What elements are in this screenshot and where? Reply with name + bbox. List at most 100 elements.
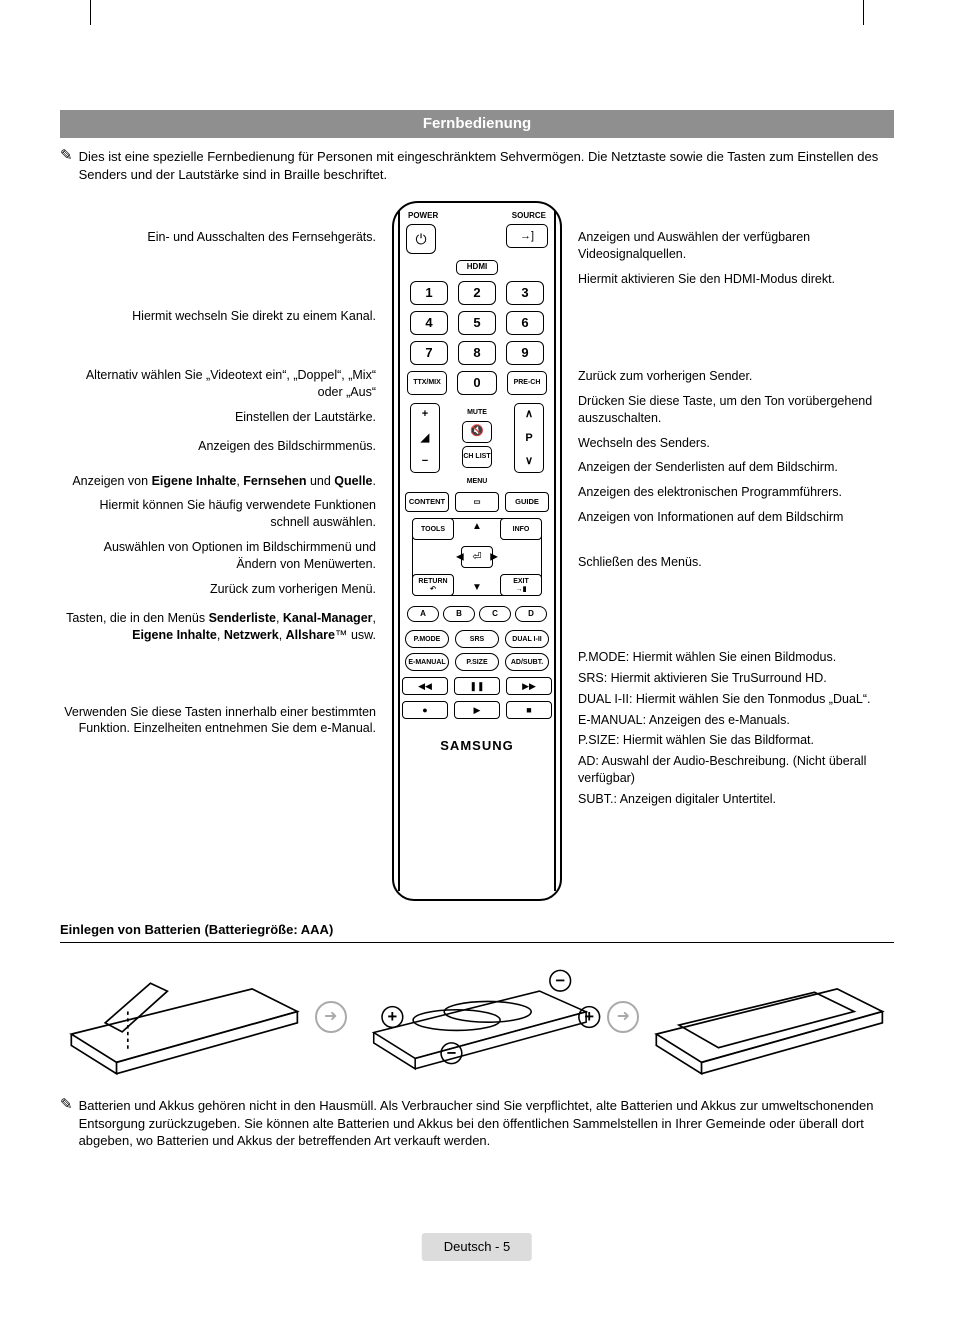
- guide-button[interactable]: GUIDE: [505, 492, 549, 512]
- source-label: SOURCE: [512, 211, 546, 222]
- record-button[interactable]: ●: [402, 701, 448, 719]
- crop-mark: [90, 0, 91, 25]
- exit-button[interactable]: EXIT→▮: [500, 574, 542, 596]
- desc-source: Anzeigen und Auswählen der verfügbaren V…: [578, 229, 894, 263]
- volume-rocker[interactable]: +◢−: [410, 403, 440, 473]
- battery-title: Einlegen von Batterien (Batteriegröße: A…: [60, 921, 894, 943]
- step-arrow-icon: ➜: [607, 1001, 639, 1033]
- hdmi-button[interactable]: HDMI: [456, 260, 498, 275]
- brand-label: SAMSUNG: [400, 737, 554, 755]
- pmode-button[interactable]: P.MODE: [405, 630, 449, 648]
- mode-list: P.MODE: Hiermit wählen Sie einen Bildmod…: [578, 649, 894, 808]
- play-button[interactable]: ▶: [454, 701, 500, 719]
- desc-chlist: Anzeigen der Senderlisten auf dem Bildsc…: [578, 459, 894, 476]
- srs-button[interactable]: SRS: [455, 630, 499, 648]
- tools-button[interactable]: TOOLS: [412, 518, 454, 540]
- battery-step-1: [60, 955, 309, 1079]
- stop-button[interactable]: ■: [506, 701, 552, 719]
- ttx-button[interactable]: TTX/MIX: [407, 371, 447, 395]
- right-descriptions: Anzeigen und Auswählen der verfügbaren V…: [578, 201, 894, 901]
- svg-text:−: −: [555, 971, 565, 990]
- note-icon: ✎: [60, 148, 73, 183]
- psize-button[interactable]: P.SIZE: [455, 653, 499, 671]
- desc-ttx: Alternativ wählen Sie „Videotext ein“, „…: [60, 367, 376, 401]
- svg-text:+: +: [584, 1007, 594, 1026]
- disposal-note-text: Batterien und Akkus gehören nicht in den…: [79, 1097, 894, 1150]
- note-icon: ✎: [60, 1097, 73, 1150]
- num-4[interactable]: 4: [410, 311, 448, 335]
- prech-button[interactable]: PRE-CH: [507, 371, 547, 395]
- info-button[interactable]: INFO: [500, 518, 542, 540]
- remote-layout: Ein- und Ausschalten des Fernsehgeräts. …: [60, 201, 894, 901]
- desc-return: Zurück zum vorherigen Menü.: [60, 581, 376, 598]
- desc-transport: Verwenden Sie diese Tasten innerhalb ein…: [60, 704, 376, 738]
- page: Fernbedienung ✎ Dies ist eine spezielle …: [0, 0, 954, 1321]
- dpad-right[interactable]: ▶: [490, 551, 498, 565]
- channel-rocker[interactable]: ∧P∨: [514, 403, 544, 473]
- num-7[interactable]: 7: [410, 341, 448, 365]
- menu-label: MENU: [400, 477, 554, 486]
- power-label: POWER: [408, 211, 438, 222]
- dpad-down[interactable]: ▼: [472, 581, 482, 595]
- desc-exit: Schließen des Menüs.: [578, 554, 894, 571]
- battery-step-3: [645, 955, 894, 1079]
- menu-button[interactable]: ▭: [455, 492, 499, 512]
- mode-srs: SRS: Hiermit aktivieren Sie TruSurround …: [578, 670, 894, 687]
- desc-guide: Anzeigen des elektronischen Programmführ…: [578, 484, 894, 501]
- mute-button[interactable]: 🔇: [462, 421, 492, 443]
- battery-step-2: + − − +: [353, 960, 602, 1074]
- remote-control: POWERSOURCE ⏻ →] document.querySelector(…: [392, 201, 562, 901]
- left-descriptions: Ein- und Ausschalten des Fernsehgeräts. …: [60, 201, 376, 901]
- desc-content: Anzeigen von Eigene Inhalte, Fernsehen u…: [60, 473, 376, 490]
- desc-nav: Auswählen von Optionen im Bildschirmmenü…: [60, 539, 376, 573]
- emanual-button[interactable]: E-MANUAL: [405, 653, 449, 671]
- num-3[interactable]: 3: [506, 281, 544, 305]
- color-c[interactable]: C: [479, 606, 511, 622]
- crop-mark: [863, 0, 864, 25]
- chlist-button[interactable]: CH LIST: [462, 446, 492, 468]
- desc-color: Tasten, die in den Menüs Senderliste, Ka…: [60, 610, 376, 644]
- num-5[interactable]: 5: [458, 311, 496, 335]
- desc-channel: Wechseln des Senders.: [578, 435, 894, 452]
- battery-steps: ➜ + − − + ➜: [60, 955, 894, 1079]
- remote-column: POWERSOURCE ⏻ →] document.querySelector(…: [382, 201, 572, 901]
- power-button[interactable]: ⏻: [406, 224, 436, 254]
- rewind-button[interactable]: ◀◀: [402, 677, 448, 695]
- section-title: Fernbedienung: [60, 110, 894, 138]
- mode-subt: SUBT.: Anzeigen digitaler Untertitel.: [578, 791, 894, 808]
- num-9[interactable]: 9: [506, 341, 544, 365]
- num-0[interactable]: 0: [457, 371, 497, 395]
- source-button[interactable]: →]: [506, 224, 548, 248]
- desc-tools: Hiermit können Sie häufig verwendete Fun…: [60, 497, 376, 531]
- desc-hdmi: Hiermit aktivieren Sie den HDMI-Modus di…: [578, 271, 894, 288]
- pause-button[interactable]: ❚❚: [454, 677, 500, 695]
- num-8[interactable]: 8: [458, 341, 496, 365]
- mode-emanual: E-MANUAL: Anzeigen des e-Manuals.: [578, 712, 894, 729]
- dpad: TOOLS INFO ▲ ◀ ⏎ ▶ ▼ RETURN↶ EXIT→▮: [412, 518, 542, 596]
- dpad-up[interactable]: ▲: [472, 520, 482, 534]
- svg-text:+: +: [387, 1007, 397, 1026]
- return-button[interactable]: RETURN↶: [412, 574, 454, 596]
- adsubt-button[interactable]: AD/SUBT.: [505, 653, 549, 671]
- color-b[interactable]: B: [443, 606, 475, 622]
- color-a[interactable]: A: [407, 606, 439, 622]
- num-1[interactable]: 1: [410, 281, 448, 305]
- mode-ad: AD: Auswahl der Audio-Beschreibung. (Nic…: [578, 753, 894, 787]
- desc-mute: Drücken Sie diese Taste, um den Ton vorü…: [578, 393, 894, 427]
- content-button[interactable]: CONTENT: [405, 492, 449, 512]
- disposal-note: ✎ Batterien und Akkus gehören nicht in d…: [60, 1097, 894, 1150]
- intro-note: ✎ Dies ist eine spezielle Fernbedienung …: [60, 148, 894, 183]
- mode-dual: DUAL I-II: Hiermit wählen Sie den Tonmod…: [578, 691, 894, 708]
- desc-numbers: Hiermit wechseln Sie direkt zu einem Kan…: [60, 308, 376, 325]
- svg-text:−: −: [446, 1043, 456, 1062]
- dual-button[interactable]: DUAL I-II: [505, 630, 549, 648]
- desc-info: Anzeigen von Informationen auf dem Bilds…: [578, 509, 894, 526]
- enter-button[interactable]: ⏎: [461, 546, 493, 568]
- forward-button[interactable]: ▶▶: [506, 677, 552, 695]
- num-2[interactable]: 2: [458, 281, 496, 305]
- desc-power: Ein- und Ausschalten des Fernsehgeräts.: [60, 229, 376, 246]
- color-d[interactable]: D: [515, 606, 547, 622]
- intro-note-text: Dies ist eine spezielle Fernbedienung fü…: [79, 148, 894, 183]
- num-6[interactable]: 6: [506, 311, 544, 335]
- desc-volume: Einstellen der Lautstärke.: [60, 409, 376, 426]
